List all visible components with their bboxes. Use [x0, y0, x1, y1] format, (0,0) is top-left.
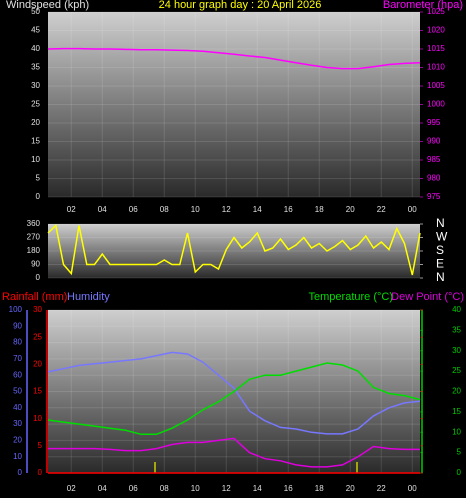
y2-label: Barometer (hpa) — [383, 0, 463, 11]
y-tick-label: 80 — [13, 338, 22, 347]
x-tick-label: 02 — [67, 205, 76, 214]
y2-tick-label: S — [436, 243, 444, 257]
y-tick-label: 25 — [31, 100, 40, 109]
y-tick-label: 270 — [27, 233, 41, 242]
y2-tick-label: 980 — [427, 174, 441, 183]
y-tick-label: 0 — [36, 192, 41, 201]
y2-tick-label: 10 — [452, 427, 461, 436]
y2-tick-label: E — [436, 257, 444, 271]
x-tick-label: 10 — [191, 205, 200, 214]
legend-entry: Humidity — [67, 291, 110, 303]
plot-area — [48, 224, 420, 278]
y-tick-label: 70 — [13, 354, 22, 363]
y2-tick-label: 20 — [452, 387, 461, 396]
x-tick-label: 06 — [129, 205, 138, 214]
x-tick-label: 04 — [98, 205, 107, 214]
y2-tick-label: 985 — [427, 155, 441, 164]
x-tick-label: 20 — [346, 205, 355, 214]
x-tick-label: 22 — [377, 205, 386, 214]
x-tick-label: 18 — [315, 484, 324, 493]
y3-tick-label: 10 — [33, 414, 42, 423]
series-line — [47, 224, 421, 276]
y-tick-label: 90 — [31, 260, 40, 269]
y2-tick-label: 0 — [457, 468, 462, 477]
series-line — [47, 351, 421, 435]
x-tick-label: 16 — [284, 484, 293, 493]
y-label: Windspeed (kph) — [6, 0, 89, 11]
y-tick-label: 360 — [27, 219, 41, 228]
x-tick-label: 16 — [284, 205, 293, 214]
y3-tick-label: 15 — [33, 387, 42, 396]
x-tick-label: 12 — [222, 205, 231, 214]
plot-area — [48, 12, 420, 197]
y3-tick-label: 5 — [38, 441, 43, 450]
x-tick-label: 00 — [408, 205, 417, 214]
y2-tick-label: 1000 — [427, 100, 445, 109]
y-tick-label: 60 — [13, 370, 22, 379]
y-tick-label: 30 — [13, 419, 22, 428]
y-tick-label: 40 — [13, 403, 22, 412]
y-tick-label: 30 — [31, 81, 40, 90]
y2-tick-label: 1005 — [427, 81, 445, 90]
y2-tick-label: 25 — [452, 366, 461, 375]
y-tick-label: 0 — [18, 468, 23, 477]
x-tick-label: 14 — [253, 205, 262, 214]
x-tick-label: 08 — [160, 205, 169, 214]
y-tick-label: 50 — [31, 7, 40, 16]
x-tick-label: 10 — [191, 484, 200, 493]
x-tick-label: 00 — [408, 484, 417, 493]
x-tick-label: 02 — [67, 484, 76, 493]
y2-tick-label: 1025 — [427, 7, 445, 16]
series-line — [47, 362, 421, 436]
y3-tick-label: 0 — [38, 468, 43, 477]
y-tick-label: 100 — [9, 305, 23, 314]
y-tick-label: 20 — [31, 118, 40, 127]
y2-tick-label: 30 — [452, 346, 461, 355]
y2-tick-label: 40 — [452, 305, 461, 314]
y-tick-label: 10 — [13, 452, 22, 461]
y-tick-label: 45 — [31, 26, 40, 35]
y-tick-label: 90 — [13, 321, 22, 330]
y3-tick-label: 20 — [33, 359, 42, 368]
y2-tick-label: N — [436, 216, 445, 230]
x-tick-label: 12 — [222, 484, 231, 493]
y2-tick-label: 35 — [452, 325, 461, 334]
x-tick-label: 06 — [129, 484, 138, 493]
y-tick-label: 180 — [27, 246, 41, 255]
y-tick-label: 5 — [36, 174, 41, 183]
y-tick-label: 20 — [13, 436, 22, 445]
x-tick-label: 14 — [253, 484, 262, 493]
x-tick-label: 20 — [346, 484, 355, 493]
title: 24 hour graph day : 20 April 2026 — [159, 0, 322, 11]
y2-tick-label: N — [436, 270, 445, 284]
y2-tick-label: 995 — [427, 118, 441, 127]
y2-tick-label: 1010 — [427, 63, 445, 72]
y2-tick-label: W — [436, 230, 448, 244]
x-tick-label: 04 — [98, 484, 107, 493]
y3-tick-label: 25 — [33, 332, 42, 341]
legend-entry: Temperature (°C) — [309, 291, 393, 303]
y-tick-label: 50 — [13, 387, 22, 396]
y-tick-label: 10 — [31, 155, 40, 164]
y2-tick-label: 1020 — [427, 26, 445, 35]
x-tick-label: 18 — [315, 205, 324, 214]
legend-entry: Rainfall (mm) — [2, 291, 67, 303]
y2-tick-label: 990 — [427, 137, 441, 146]
y2-tick-label: 1015 — [427, 44, 445, 53]
y-tick-label: 15 — [31, 137, 40, 146]
y2-tick-label: 15 — [452, 407, 461, 416]
y-tick-label: 35 — [31, 63, 40, 72]
legend-entry: Dew Point (°C) — [391, 291, 464, 303]
series-line — [48, 437, 420, 468]
y2-tick-label: 5 — [457, 448, 462, 457]
series-line — [47, 47, 421, 70]
y2-tick-label: 975 — [427, 192, 441, 201]
y3-tick-label: 30 — [33, 305, 42, 314]
y-tick-label: 40 — [31, 44, 40, 53]
x-tick-label: 22 — [377, 484, 386, 493]
y-tick-label: 0 — [36, 273, 41, 282]
x-tick-label: 08 — [160, 484, 169, 493]
